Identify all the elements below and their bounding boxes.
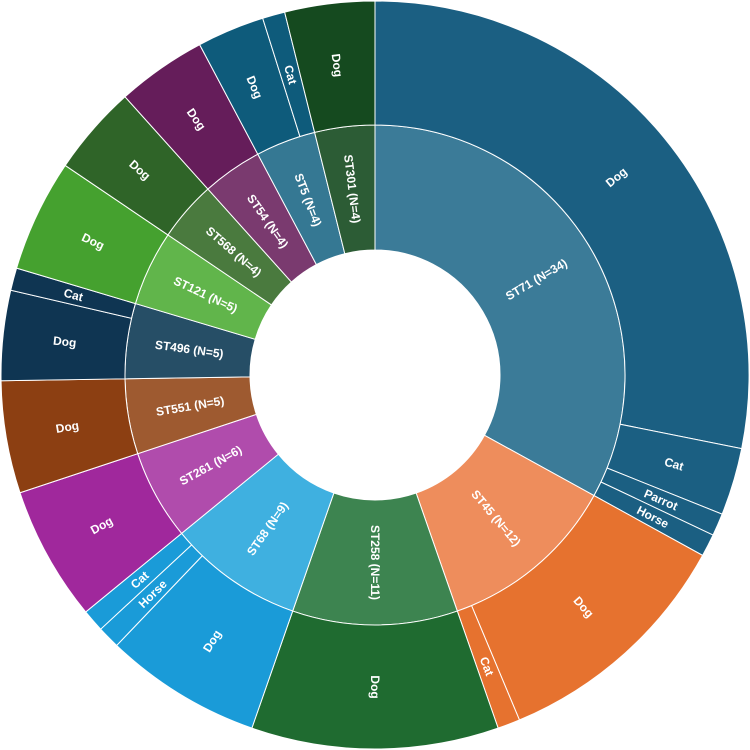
outer-label-st5-cat: Cat [281, 63, 300, 85]
center-hole [250, 250, 500, 500]
inner-ring [124, 124, 626, 626]
outer-label-st551-dog: Dog [55, 418, 80, 436]
inner-label-st258: ST258 (N=11) [368, 525, 382, 600]
outer-label-st496-dog: Dog [52, 334, 77, 350]
outer-label-st496-cat: Cat [62, 286, 84, 304]
outer-label-st71-cat: Cat [663, 455, 686, 474]
outer-segment-st301-dog [284, 0, 376, 134]
outer-label-st301-dog: Dog [329, 53, 346, 78]
outer-label-st258-dog: Dog [368, 675, 382, 698]
outer-segment-st71-dog [374, 0, 750, 450]
outer-label-st45-cat: Cat [477, 655, 497, 678]
